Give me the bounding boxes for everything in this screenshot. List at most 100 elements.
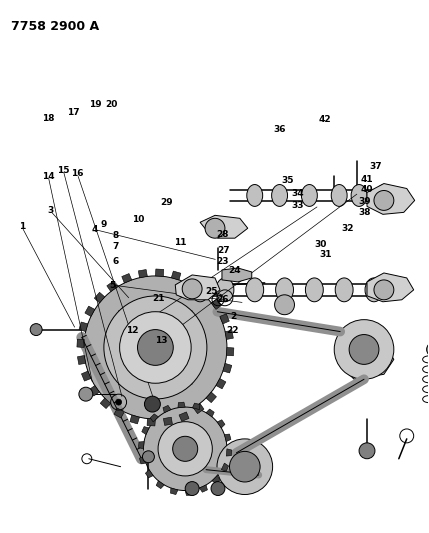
Polygon shape: [216, 378, 226, 389]
Polygon shape: [187, 277, 197, 287]
Polygon shape: [206, 409, 214, 417]
Circle shape: [205, 219, 225, 238]
Polygon shape: [226, 449, 232, 456]
Polygon shape: [100, 398, 111, 408]
Polygon shape: [200, 215, 248, 238]
Polygon shape: [221, 463, 229, 471]
Text: 33: 33: [291, 201, 304, 210]
Text: 38: 38: [358, 208, 371, 217]
Ellipse shape: [272, 184, 287, 206]
Text: 30: 30: [314, 240, 326, 249]
Polygon shape: [122, 273, 132, 283]
Polygon shape: [179, 412, 189, 422]
Text: 21: 21: [152, 294, 164, 303]
Circle shape: [138, 329, 173, 365]
Ellipse shape: [247, 184, 263, 206]
Polygon shape: [163, 417, 172, 425]
Text: 37: 37: [369, 163, 382, 172]
Polygon shape: [222, 268, 252, 282]
Text: 7758 2900 A: 7758 2900 A: [11, 20, 100, 33]
Polygon shape: [155, 269, 164, 277]
Text: 34: 34: [291, 189, 304, 198]
Circle shape: [120, 312, 191, 383]
Polygon shape: [163, 406, 171, 413]
Circle shape: [334, 320, 394, 379]
Polygon shape: [139, 270, 148, 278]
Polygon shape: [199, 485, 208, 492]
Text: 6: 6: [112, 257, 119, 266]
Polygon shape: [130, 415, 139, 424]
Polygon shape: [139, 456, 146, 464]
Text: 20: 20: [105, 101, 118, 109]
Text: 29: 29: [160, 198, 173, 207]
Text: 18: 18: [42, 114, 54, 123]
Polygon shape: [85, 306, 95, 317]
Polygon shape: [225, 330, 233, 340]
Circle shape: [173, 437, 198, 462]
Polygon shape: [79, 322, 88, 332]
Text: 16: 16: [71, 169, 84, 179]
Polygon shape: [89, 385, 100, 396]
Text: 32: 32: [341, 224, 354, 233]
Polygon shape: [211, 299, 222, 310]
Circle shape: [230, 451, 260, 482]
Text: 24: 24: [229, 266, 241, 275]
Polygon shape: [224, 434, 231, 441]
Polygon shape: [170, 488, 178, 495]
Ellipse shape: [275, 278, 293, 302]
Text: 36: 36: [273, 125, 286, 134]
Circle shape: [374, 280, 394, 300]
Circle shape: [116, 399, 121, 405]
Text: 9: 9: [100, 220, 107, 229]
Polygon shape: [150, 414, 158, 422]
Polygon shape: [212, 475, 220, 484]
Polygon shape: [367, 273, 414, 302]
Polygon shape: [139, 441, 144, 449]
Text: 39: 39: [358, 197, 371, 206]
Ellipse shape: [335, 278, 353, 302]
Ellipse shape: [216, 278, 234, 302]
Circle shape: [185, 482, 199, 496]
Polygon shape: [185, 490, 193, 496]
Polygon shape: [193, 403, 204, 414]
Text: 13: 13: [155, 336, 167, 345]
Polygon shape: [339, 340, 394, 379]
Text: 22: 22: [226, 326, 239, 335]
Polygon shape: [145, 470, 153, 478]
Polygon shape: [156, 481, 164, 489]
Polygon shape: [193, 403, 200, 409]
Text: 8: 8: [112, 231, 119, 240]
Ellipse shape: [365, 278, 383, 302]
Circle shape: [142, 451, 154, 463]
Text: 28: 28: [216, 230, 228, 239]
Polygon shape: [107, 281, 117, 292]
Polygon shape: [178, 402, 185, 408]
Polygon shape: [223, 364, 232, 373]
Polygon shape: [78, 356, 86, 365]
Circle shape: [211, 482, 225, 496]
Text: 19: 19: [89, 101, 102, 109]
Circle shape: [143, 407, 227, 490]
Ellipse shape: [191, 278, 209, 302]
Polygon shape: [171, 271, 181, 280]
Text: 25: 25: [205, 287, 218, 296]
Text: 17: 17: [66, 108, 79, 117]
Polygon shape: [142, 426, 149, 434]
Text: 27: 27: [218, 246, 230, 255]
Polygon shape: [94, 292, 105, 303]
Ellipse shape: [376, 184, 392, 206]
Ellipse shape: [246, 278, 264, 302]
Text: 11: 11: [174, 238, 187, 247]
Circle shape: [30, 324, 42, 336]
Text: 5: 5: [109, 280, 115, 289]
Polygon shape: [114, 408, 124, 418]
Text: 23: 23: [216, 257, 228, 266]
Circle shape: [349, 335, 379, 365]
Text: 42: 42: [318, 115, 331, 124]
Text: 7: 7: [112, 242, 119, 251]
Text: 35: 35: [281, 176, 294, 185]
Ellipse shape: [351, 184, 367, 206]
Ellipse shape: [331, 184, 347, 206]
Text: 10: 10: [132, 215, 144, 224]
Circle shape: [104, 296, 207, 399]
